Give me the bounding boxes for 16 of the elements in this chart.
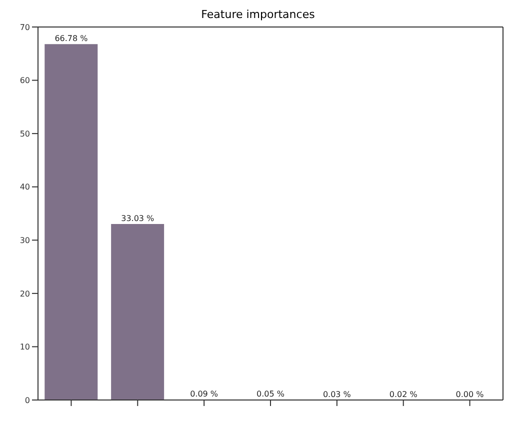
y-tick-label: 0 (24, 396, 30, 405)
y-tick-label: 10 (20, 342, 30, 352)
data-label: 0.09 % (190, 390, 218, 399)
data-label: 33.03 % (121, 214, 155, 223)
data-label: 0.03 % (322, 390, 352, 399)
data-label: 66.78 % (54, 34, 88, 44)
data-label: 0.00 % (456, 390, 484, 399)
data-label: 0.05 % (256, 390, 285, 399)
y-tick-label: 50 (20, 129, 30, 138)
y-tick-label: 30 (20, 236, 30, 245)
y-tick-label: 40 (20, 182, 30, 192)
chart-title: Feature importances (200, 8, 316, 22)
data-label: 0.02 % (389, 390, 418, 399)
y-tick-label: 60 (20, 76, 30, 86)
y-tick-label: 20 (20, 289, 30, 298)
y-tick-label: 70 (20, 22, 30, 32)
